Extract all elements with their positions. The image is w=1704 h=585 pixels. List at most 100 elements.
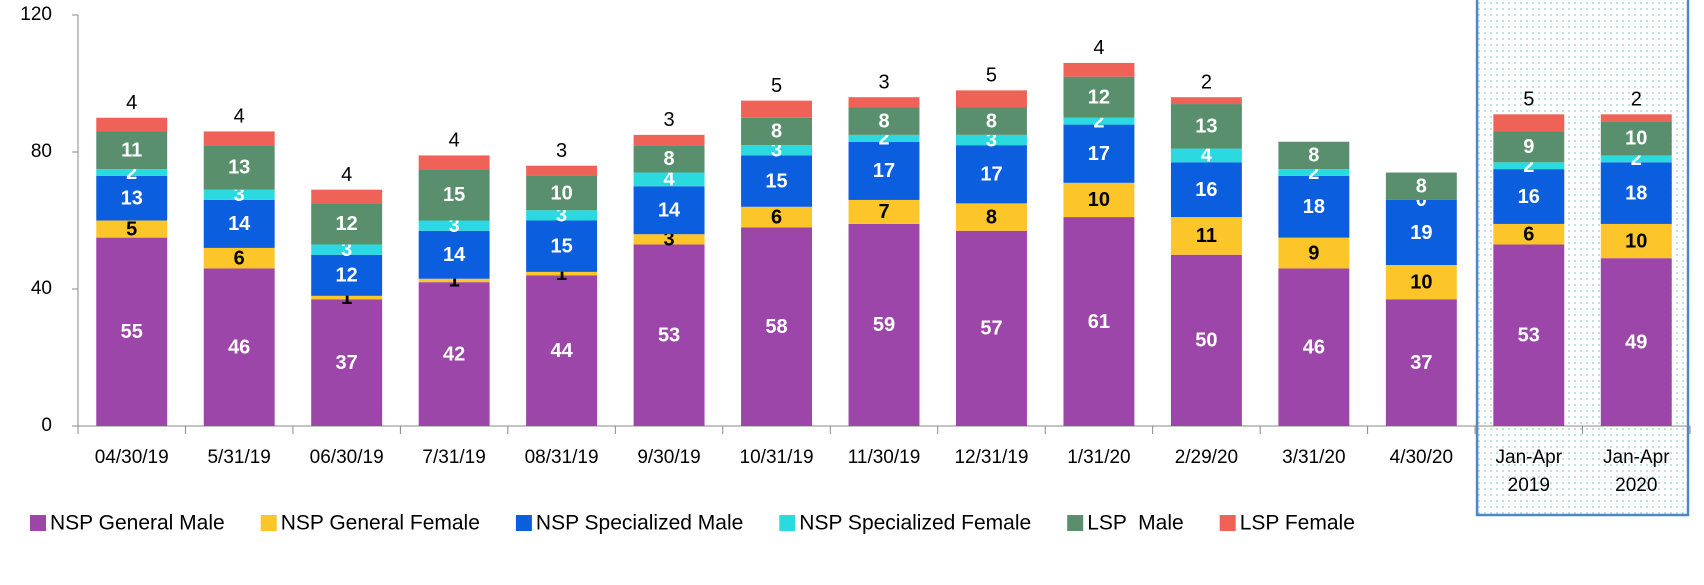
x-tick-label: 9/30/19 bbox=[637, 447, 700, 468]
data-label: 37 bbox=[1410, 352, 1432, 374]
bar-segment bbox=[1278, 175, 1350, 238]
x-tick-label: 10/31/19 bbox=[740, 447, 814, 468]
bar-segment bbox=[956, 230, 1027, 426]
bar-segment bbox=[1493, 114, 1565, 132]
y-tick-label: 40 bbox=[31, 278, 52, 299]
data-label: 3 bbox=[341, 239, 352, 261]
bar-segment bbox=[848, 141, 920, 200]
bar-segment bbox=[1493, 244, 1565, 426]
bar-segment bbox=[1600, 258, 1672, 426]
bar-segment bbox=[203, 247, 275, 269]
bar-segment bbox=[526, 275, 598, 426]
x-tick-label: 04/30/19 bbox=[95, 447, 169, 468]
bar-segment bbox=[1278, 141, 1350, 170]
data-label: 50 bbox=[1195, 330, 1217, 352]
bar-segment bbox=[1493, 223, 1565, 245]
bar-segment bbox=[1063, 117, 1135, 125]
bar-segment bbox=[741, 155, 812, 207]
data-label: 13 bbox=[228, 157, 250, 179]
data-label: 19 bbox=[1410, 222, 1432, 244]
x-tick-label: 3/31/20 bbox=[1282, 447, 1345, 468]
data-label: 2 bbox=[1631, 89, 1642, 111]
bar-segment bbox=[418, 230, 490, 279]
data-label: 8 bbox=[878, 110, 889, 132]
bar-segment bbox=[1170, 104, 1242, 149]
data-label: 6 bbox=[1523, 223, 1534, 245]
bar-segment bbox=[1385, 299, 1457, 426]
data-label: 12 bbox=[336, 213, 358, 235]
data-label: 13 bbox=[121, 188, 143, 210]
bar-segment bbox=[633, 172, 705, 187]
bar-segment bbox=[203, 145, 275, 190]
bar-segment bbox=[1600, 162, 1672, 224]
x-tick-label: 1/31/20 bbox=[1067, 447, 1130, 468]
data-label: 10 bbox=[1088, 189, 1110, 211]
data-label: 4 bbox=[1201, 145, 1213, 167]
bar-segment bbox=[96, 237, 168, 426]
data-label: 10 bbox=[1625, 230, 1647, 252]
data-label: 4 bbox=[664, 169, 676, 191]
data-label: 17 bbox=[1088, 143, 1110, 165]
bar-segment bbox=[96, 169, 168, 176]
bar-segment bbox=[96, 220, 168, 238]
bar-segment bbox=[956, 107, 1027, 135]
data-label: 53 bbox=[658, 325, 680, 347]
data-label: 3 bbox=[556, 205, 567, 227]
bar-segment bbox=[1493, 131, 1565, 163]
bar-segment bbox=[1170, 254, 1242, 426]
bar-segment bbox=[848, 199, 920, 224]
bar-segment bbox=[96, 131, 168, 170]
bar-segment bbox=[1493, 169, 1565, 224]
data-label: 3 bbox=[234, 184, 245, 206]
x-tick-label: 08/31/19 bbox=[525, 447, 599, 468]
bar-segment bbox=[311, 244, 383, 255]
x-tick-label: 12/31/19 bbox=[954, 447, 1028, 468]
data-label: 3 bbox=[449, 215, 460, 237]
bar-segment bbox=[848, 107, 920, 135]
bar-segment bbox=[741, 206, 812, 228]
bar-segment bbox=[1600, 121, 1672, 156]
data-label: 15 bbox=[443, 184, 465, 206]
x-tick-label: 06/30/19 bbox=[310, 447, 384, 468]
data-label: 5 bbox=[1523, 89, 1534, 111]
bar-segment bbox=[1063, 217, 1135, 426]
data-label: 10 bbox=[1410, 271, 1432, 293]
data-label: 2 bbox=[126, 162, 137, 184]
data-label: 4 bbox=[449, 130, 460, 152]
legend-swatch bbox=[515, 515, 532, 531]
data-label: 17 bbox=[980, 164, 1002, 186]
data-label: 18 bbox=[1625, 182, 1647, 204]
bar-segment bbox=[311, 299, 383, 426]
data-label: 8 bbox=[1308, 145, 1319, 167]
data-label: 14 bbox=[228, 213, 251, 235]
y-tick-label: 80 bbox=[31, 141, 52, 162]
data-label: 5 bbox=[126, 218, 137, 240]
data-label: 3 bbox=[664, 109, 675, 131]
x-tick-label: 2/29/20 bbox=[1175, 447, 1238, 468]
data-label: 2 bbox=[1093, 110, 1104, 132]
legend-swatch bbox=[30, 515, 46, 531]
data-label: 1 bbox=[449, 270, 460, 292]
bar-segment bbox=[633, 244, 705, 426]
bar-segment bbox=[633, 134, 705, 146]
legend-label: NSP Specialized Female bbox=[799, 512, 1031, 535]
bar-segment bbox=[1170, 217, 1242, 255]
data-label: 42 bbox=[443, 343, 465, 365]
bar-segment bbox=[526, 220, 598, 272]
x-tick-label: 7/31/19 bbox=[422, 447, 485, 468]
bar-segment bbox=[848, 97, 920, 108]
data-label: 15 bbox=[550, 235, 572, 257]
bar-segment bbox=[96, 175, 168, 221]
bar-segment bbox=[956, 90, 1027, 108]
data-label: 8 bbox=[664, 148, 675, 170]
bar-segment bbox=[1170, 162, 1242, 218]
bar-segment bbox=[1278, 169, 1350, 176]
bar-segment bbox=[633, 234, 705, 245]
data-label: 2 bbox=[1631, 148, 1642, 170]
x-tick-label: Jan-Apr 2019 bbox=[1496, 447, 1563, 496]
data-label: 2 bbox=[1201, 71, 1212, 93]
bar-segment bbox=[1600, 223, 1672, 259]
bar-segment bbox=[526, 210, 598, 221]
data-label: 49 bbox=[1625, 331, 1647, 353]
